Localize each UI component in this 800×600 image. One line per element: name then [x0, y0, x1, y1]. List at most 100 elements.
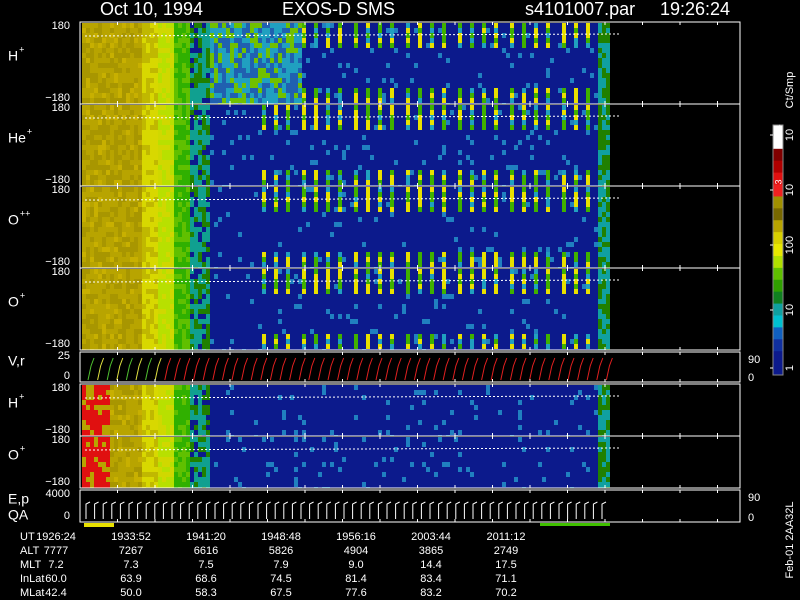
cell	[222, 98, 226, 103]
cell	[350, 130, 354, 135]
cell	[254, 175, 258, 180]
cell	[126, 78, 130, 83]
cell	[374, 28, 378, 33]
cell	[186, 48, 190, 53]
cell	[198, 150, 202, 155]
cell	[110, 125, 114, 130]
cell	[142, 197, 146, 202]
cell	[106, 53, 110, 58]
cell	[246, 38, 250, 43]
cell	[498, 155, 502, 160]
cell	[398, 145, 402, 150]
cell	[494, 68, 498, 73]
cell	[390, 135, 394, 140]
cell	[554, 175, 558, 180]
cell	[574, 115, 578, 120]
cell	[414, 110, 418, 115]
cell	[86, 120, 90, 125]
cell	[90, 165, 94, 170]
cell	[250, 63, 254, 68]
cell	[430, 120, 434, 125]
cell	[190, 237, 194, 242]
cell	[562, 43, 566, 48]
cell	[262, 135, 266, 140]
cell	[262, 38, 266, 43]
cell	[130, 180, 134, 185]
cell	[118, 227, 122, 232]
cell	[538, 78, 542, 83]
cell	[514, 33, 518, 38]
cell	[394, 135, 398, 140]
cell	[474, 58, 478, 63]
cell	[162, 232, 166, 237]
cell	[214, 28, 218, 33]
cell	[446, 175, 450, 180]
cell	[106, 63, 110, 68]
cell	[522, 23, 526, 28]
cell	[286, 155, 290, 160]
cell	[482, 38, 486, 43]
cell	[590, 170, 594, 175]
cell	[438, 140, 442, 145]
cell	[358, 43, 362, 48]
cell	[258, 38, 262, 43]
cell	[430, 43, 434, 48]
cell	[574, 68, 578, 73]
cell	[366, 38, 370, 43]
cell	[490, 180, 494, 185]
cell	[478, 155, 482, 160]
cell	[122, 28, 126, 33]
cell	[218, 160, 222, 165]
cell	[322, 105, 326, 110]
cell	[430, 23, 434, 28]
cell	[166, 150, 170, 155]
cell	[402, 160, 406, 165]
cell	[98, 130, 102, 135]
cell	[306, 73, 310, 78]
cell	[562, 180, 566, 185]
cell	[182, 222, 186, 227]
cell	[246, 53, 250, 58]
cell	[494, 33, 498, 38]
cell	[290, 28, 294, 33]
cell	[102, 105, 106, 110]
cell	[510, 135, 514, 140]
cell	[542, 33, 546, 38]
cell	[286, 140, 290, 145]
cell	[602, 28, 606, 33]
cell	[274, 180, 278, 185]
cell	[142, 23, 146, 28]
cell	[566, 53, 570, 58]
cell	[146, 93, 150, 98]
cell	[210, 155, 214, 160]
cell	[578, 98, 582, 103]
cell	[386, 48, 390, 53]
cell	[174, 207, 178, 212]
cell	[114, 43, 118, 48]
cell	[194, 120, 198, 125]
cell	[526, 98, 530, 103]
cell	[338, 135, 342, 140]
cell	[178, 180, 182, 185]
cell	[270, 165, 274, 170]
cell	[294, 110, 298, 115]
cell	[282, 130, 286, 135]
cell	[494, 135, 498, 140]
cell	[110, 155, 114, 160]
cell	[138, 38, 142, 43]
cell	[342, 28, 346, 33]
cell	[214, 155, 218, 160]
cell	[386, 88, 390, 93]
cell	[574, 145, 578, 150]
cell	[442, 175, 446, 180]
cell	[530, 53, 534, 58]
cell	[434, 43, 438, 48]
cell	[550, 33, 554, 38]
cell	[350, 38, 354, 43]
cell	[202, 53, 206, 58]
cell	[146, 28, 150, 33]
cell	[522, 180, 526, 185]
cell	[386, 23, 390, 28]
cell	[418, 78, 422, 83]
cell	[418, 63, 422, 68]
